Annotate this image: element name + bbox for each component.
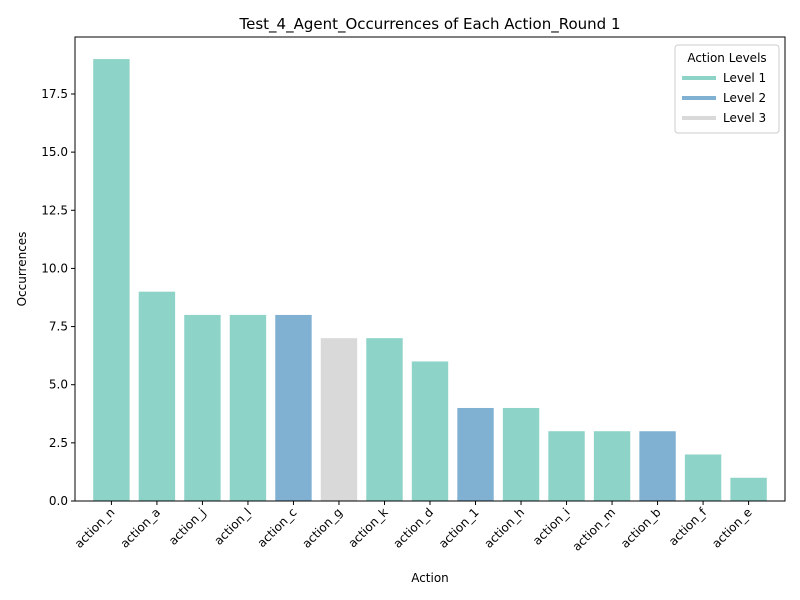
x-tick-label: action_a (118, 505, 163, 550)
bars-group (93, 59, 767, 501)
bar-action_m (593, 431, 631, 501)
x-tick-label: action_h (482, 505, 528, 551)
bar-action_f (684, 454, 722, 501)
y-tick-label: 10.0 (41, 261, 68, 275)
x-tick-label: action_b (618, 505, 664, 551)
legend-label-level-3: Level 3 (723, 111, 766, 125)
bar-action_i (548, 431, 585, 501)
y-tick-label: 17.5 (41, 87, 68, 101)
y-tick-label: 5.0 (49, 378, 68, 392)
legend: Action Levels Level 1 Level 2 Level 3 (674, 44, 780, 134)
x-tick-label: action_i (530, 505, 573, 548)
bar-action_c (275, 314, 312, 501)
x-tick-label: action_j (166, 505, 209, 548)
bar-action_n (93, 59, 130, 501)
x-ticks-group: action_n action_a action_j action_l action_c… (72, 501, 755, 554)
x-tick-label: action_k (345, 505, 390, 550)
x-tick-label: action_n (72, 505, 118, 551)
y-tick-label: 15.0 (41, 145, 68, 159)
bar-action_d (411, 361, 449, 501)
bar-action_1 (457, 407, 494, 501)
y-tick-label: 7.5 (49, 320, 68, 334)
y-tick-label: 0.0 (49, 494, 68, 508)
legend-label-level-1: Level 1 (723, 71, 766, 85)
chart-title: Test_4_Agent_Occurrences of Each Action_… (239, 15, 621, 34)
plot-frame (74, 36, 786, 502)
bar-action_l (229, 314, 267, 501)
y-tick-label: 12.5 (41, 203, 68, 217)
x-tick-label: action_l (211, 505, 254, 548)
legend-box (674, 44, 780, 134)
bar-action_h (502, 407, 540, 501)
x-tick-label: action_c (255, 505, 300, 550)
x-tick-label: action_f (666, 505, 710, 549)
bar-action_j (184, 314, 221, 501)
bar-action_b (639, 431, 676, 501)
y-axis-title: Occurrences (15, 232, 29, 307)
x-tick-label: action_g (299, 505, 345, 551)
y-ticks-group: 0.0 2.5 5.0 7.5 10.0 12.5 15.0 17.5 (41, 87, 75, 508)
bar-action_k (366, 338, 403, 501)
legend-title: Action Levels (687, 51, 766, 65)
x-tick-label: action_m (570, 505, 619, 554)
x-axis-title: Action (411, 571, 449, 585)
bar-action_e (730, 477, 767, 501)
legend-label-level-2: Level 2 (723, 91, 766, 105)
x-tick-label: action_d (390, 505, 436, 551)
x-tick-label: action_1 (436, 505, 482, 551)
y-tick-label: 2.5 (49, 436, 68, 450)
x-tick-label: action_e (709, 505, 754, 550)
bar-action_a (138, 291, 176, 501)
bar-action_g (320, 338, 358, 501)
